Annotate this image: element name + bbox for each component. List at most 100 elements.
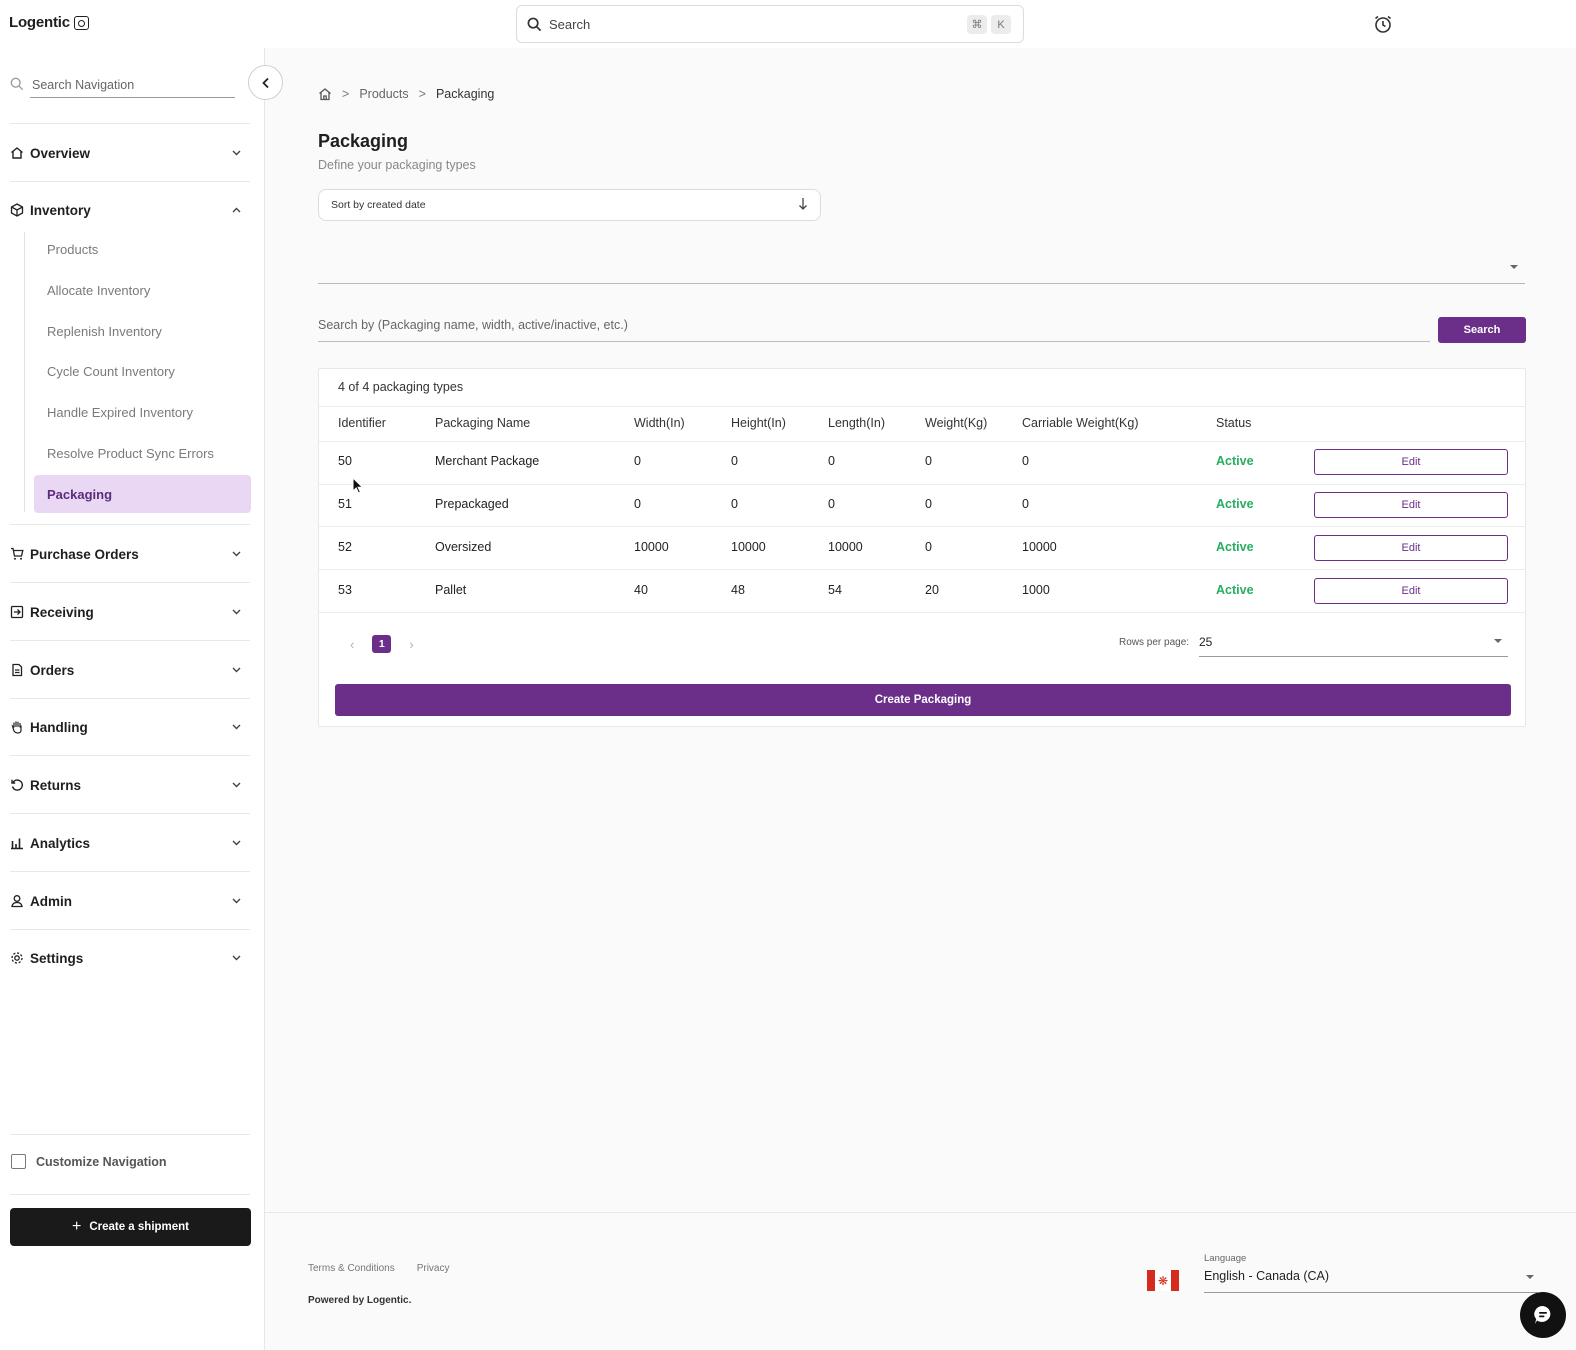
sidebar-item-handle-expired-inventory[interactable]: Handle Expired Inventory (47, 404, 193, 420)
sort-select-value: Sort by created date (331, 199, 426, 211)
nav-group-label: Handling (30, 719, 88, 735)
sidebar-item-replenish-inventory[interactable]: Replenish Inventory (47, 323, 162, 339)
cell-height: 0 (731, 497, 738, 511)
nav-divider (10, 755, 250, 756)
edit-button[interactable]: Edit (1314, 492, 1508, 518)
status-badge: Active (1216, 497, 1254, 511)
cell-height: 48 (731, 583, 745, 597)
nav-group-label: Receiving (30, 604, 94, 620)
nav-group-orders[interactable]: Orders (10, 655, 250, 685)
footer-links: Terms & Conditions Privacy (308, 1263, 450, 1274)
cell-height: 10000 (731, 540, 766, 554)
sidebar-item-allocate-inventory[interactable]: Allocate Inventory (47, 282, 151, 298)
nav-search[interactable]: Search Navigation (10, 70, 244, 98)
customize-navigation-checkbox[interactable] (11, 1154, 26, 1169)
search-icon (527, 17, 542, 31)
cell-length: 54 (828, 583, 842, 597)
chevron-down-icon (232, 898, 240, 904)
privacy-link[interactable]: Privacy (416, 1263, 450, 1274)
breadcrumb-products[interactable]: Products (359, 87, 409, 101)
nav-group-admin[interactable]: Admin (10, 886, 250, 916)
column-header-length: Length(In) (828, 416, 885, 430)
status-badge: Active (1216, 454, 1254, 468)
chevron-right-icon[interactable]: › (409, 636, 414, 652)
home-icon[interactable] (318, 87, 332, 101)
nav-group-label: Orders (30, 662, 75, 678)
nav-divider (10, 929, 250, 930)
packaging-search-input[interactable]: Search by (Packaging name, width, active… (318, 318, 1430, 342)
sidebar-item-packaging[interactable]: Packaging (34, 475, 251, 513)
column-header-height: Height(In) (731, 416, 786, 430)
arrow-down-icon[interactable] (798, 197, 808, 211)
table-row: 52 Oversized 10000 10000 10000 0 10000 A… (319, 527, 1525, 570)
edit-button[interactable]: Edit (1314, 535, 1508, 561)
cell-length: 10000 (828, 540, 863, 554)
cell-identifier: 52 (338, 540, 352, 554)
edit-button[interactable]: Edit (1314, 578, 1508, 604)
caret-down-icon (1526, 1275, 1534, 1279)
nav-group-purchase-orders[interactable]: Purchase Orders (10, 539, 250, 569)
chat-icon (1534, 1305, 1551, 1324)
language-select[interactable]: English - Canada (CA) (1204, 1265, 1538, 1293)
sort-select[interactable]: Sort by created date (318, 189, 821, 221)
cell-weight: 0 (925, 540, 932, 554)
table-row: 51 Prepackaged 0 0 0 0 0 Active Edit (319, 484, 1525, 527)
sidebar-item-products[interactable]: Products (47, 241, 99, 257)
page-number-current[interactable]: 1 (372, 635, 392, 653)
top-bar: Logentic Search ⌘ K (0, 0, 1576, 48)
divider (319, 612, 1525, 613)
k-key-hint: K (991, 15, 1011, 34)
nav-search-input[interactable]: Search Navigation (30, 71, 235, 98)
language-value: English - Canada (CA) (1204, 1269, 1330, 1283)
alarm-clock-icon[interactable] (1373, 14, 1393, 34)
chat-button[interactable] (1520, 1292, 1566, 1338)
create-packaging-button[interactable]: Create Packaging (335, 684, 1511, 716)
customize-navigation-label: Customize Navigation (36, 1154, 167, 1169)
caret-down-icon[interactable] (1510, 265, 1518, 269)
nav-group-inventory[interactable]: Inventory (10, 195, 250, 225)
nav-divider (10, 698, 250, 699)
nav-divider (10, 813, 250, 814)
edit-button[interactable]: Edit (1314, 449, 1508, 475)
nav-group-overview[interactable]: Overview (10, 138, 250, 168)
chevron-left-icon[interactable]: ‹ (350, 636, 355, 652)
divider (319, 484, 1525, 485)
nav-divider (10, 871, 250, 872)
global-search[interactable]: Search ⌘ K (516, 5, 1024, 43)
collapse-sidebar-button[interactable] (248, 65, 283, 100)
nav-divider (10, 123, 250, 124)
cell-packaging-name: Prepackaged (435, 497, 509, 511)
filter-select[interactable] (318, 283, 1525, 284)
nav-group-label: Overview (30, 145, 91, 161)
cell-weight: 0 (925, 454, 932, 468)
sidebar-item-cycle-count-inventory[interactable]: Cycle Count Inventory (47, 363, 175, 379)
customize-navigation-toggle[interactable]: Customize Navigation (11, 1154, 167, 1169)
column-header-weight: Weight(Kg) (925, 416, 988, 430)
nav-divider (10, 640, 250, 641)
nav-group-label: Returns (30, 777, 82, 793)
mouse-cursor-icon (352, 477, 364, 494)
create-shipment-button[interactable]: + Create a shipment (10, 1208, 251, 1246)
submenu-rail (24, 232, 25, 512)
nav-group-settings[interactable]: Settings (10, 943, 250, 973)
plus-icon: + (71, 1218, 82, 1235)
rows-per-page-select[interactable]: 25 (1199, 629, 1508, 657)
gear-icon (11, 952, 23, 964)
sidebar-item-resolve-product-sync-errors[interactable]: Resolve Product Sync Errors (47, 445, 214, 461)
nav-group-handling[interactable]: Handling (10, 712, 250, 742)
nav-group-returns[interactable]: Returns (10, 770, 250, 800)
user-icon (11, 895, 23, 908)
terms-link[interactable]: Terms & Conditions (308, 1263, 395, 1274)
nav-group-receiving[interactable]: Receiving (10, 597, 250, 627)
nav-group-analytics[interactable]: Analytics (10, 828, 250, 858)
logo-icon (73, 15, 89, 30)
return-icon (11, 779, 23, 791)
box-icon (10, 203, 24, 217)
chevron-down-icon (232, 955, 240, 961)
search-button[interactable]: Search (1438, 317, 1526, 343)
divider (319, 569, 1525, 570)
brand-logo[interactable]: Logentic (9, 14, 89, 31)
chevron-left-icon (261, 77, 269, 88)
table-row: 53 Pallet 40 48 54 20 1000 Active Edit (319, 570, 1525, 613)
chevron-down-icon (232, 551, 240, 557)
